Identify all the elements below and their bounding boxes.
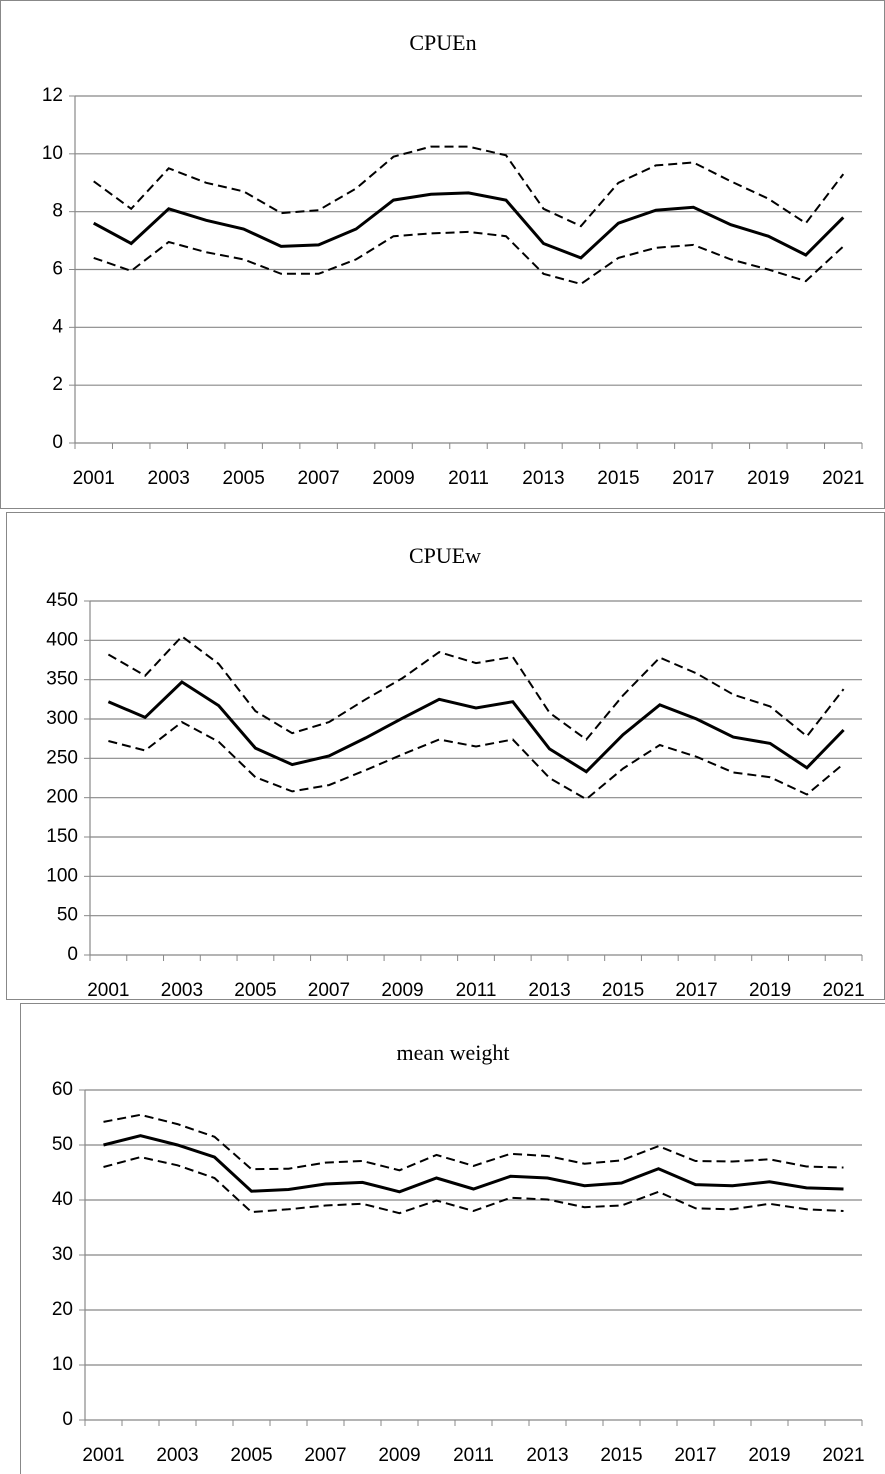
series-line [103,1113,844,1172]
x-tick-label: 2003 [148,468,190,489]
panel-frame [0,0,885,509]
y-tick-label: 350 [46,669,78,690]
y-tick-label: 250 [46,747,78,768]
x-tick-label: 2011 [456,980,497,1001]
x-tick-label: 2005 [230,1445,272,1466]
x-tick-label: 2017 [674,1445,716,1466]
chart-title: mean weight [396,1040,509,1065]
y-tick-label: 40 [52,1189,73,1210]
chart-title: CPUEn [409,30,476,55]
x-tick-label: 2017 [672,468,714,489]
x-tick-label: 2015 [602,980,644,1001]
x-tick-label: 2011 [453,1445,494,1466]
x-tick-label: 2007 [308,980,350,1001]
x-tick-label: 2021 [822,980,864,1001]
y-tick-label: 20 [52,1299,73,1320]
x-tick-label: 2005 [234,980,276,1001]
x-tick-label: 2013 [522,468,564,489]
x-tick-label: 2019 [747,468,789,489]
y-tick-label: 400 [46,629,78,650]
y-tick-label: 10 [42,143,63,164]
y-tick-label: 0 [52,432,63,453]
x-tick-label: 2001 [82,1445,124,1466]
y-tick-label: 30 [52,1244,73,1265]
series-line [93,145,845,228]
y-tick-label: 50 [57,905,78,926]
x-tick-label: 2021 [822,1445,864,1466]
y-tick-label: 8 [52,201,63,222]
y-tick-label: 60 [52,1079,73,1100]
x-tick-label: 2019 [748,1445,790,1466]
x-tick-label: 2007 [297,468,339,489]
chart-title: CPUEw [409,543,481,568]
series-line [103,1156,844,1215]
x-tick-label: 2013 [526,1445,568,1466]
x-tick-label: 2009 [372,468,414,489]
y-tick-label: 200 [46,787,78,808]
x-tick-label: 2011 [448,468,489,489]
y-tick-label: 150 [46,826,78,847]
y-tick-label: 300 [46,708,78,729]
y-tick-label: 100 [46,865,78,886]
y-tick-label: 0 [67,944,78,965]
panel-frame [20,1003,885,1474]
x-tick-label: 2013 [528,980,570,1001]
y-tick-label: 12 [42,85,63,106]
y-tick-label: 4 [52,316,63,337]
y-tick-label: 0 [62,1409,73,1430]
series-line [108,720,845,801]
x-tick-label: 2015 [600,1445,642,1466]
x-tick-label: 2001 [87,980,129,1001]
x-tick-label: 2015 [597,468,639,489]
y-tick-label: 6 [52,259,63,280]
y-tick-label: 450 [46,590,78,611]
series-line [103,1134,844,1194]
x-tick-label: 2003 [156,1445,198,1466]
x-tick-label: 2001 [73,468,115,489]
x-tick-label: 2019 [749,980,791,1001]
x-tick-label: 2007 [304,1445,346,1466]
series-line [107,635,845,741]
y-tick-label: 50 [52,1134,73,1155]
series-line [93,230,844,286]
panel-frame [6,512,885,1000]
x-tick-label: 2003 [161,980,203,1001]
x-tick-label: 2009 [381,980,423,1001]
series-line [107,680,845,774]
x-tick-label: 2021 [822,468,864,489]
y-tick-label: 10 [52,1354,73,1375]
x-tick-label: 2009 [378,1445,420,1466]
y-tick-label: 2 [52,374,63,395]
x-tick-label: 2005 [223,468,265,489]
series-line [92,191,845,260]
x-tick-label: 2017 [675,980,717,1001]
